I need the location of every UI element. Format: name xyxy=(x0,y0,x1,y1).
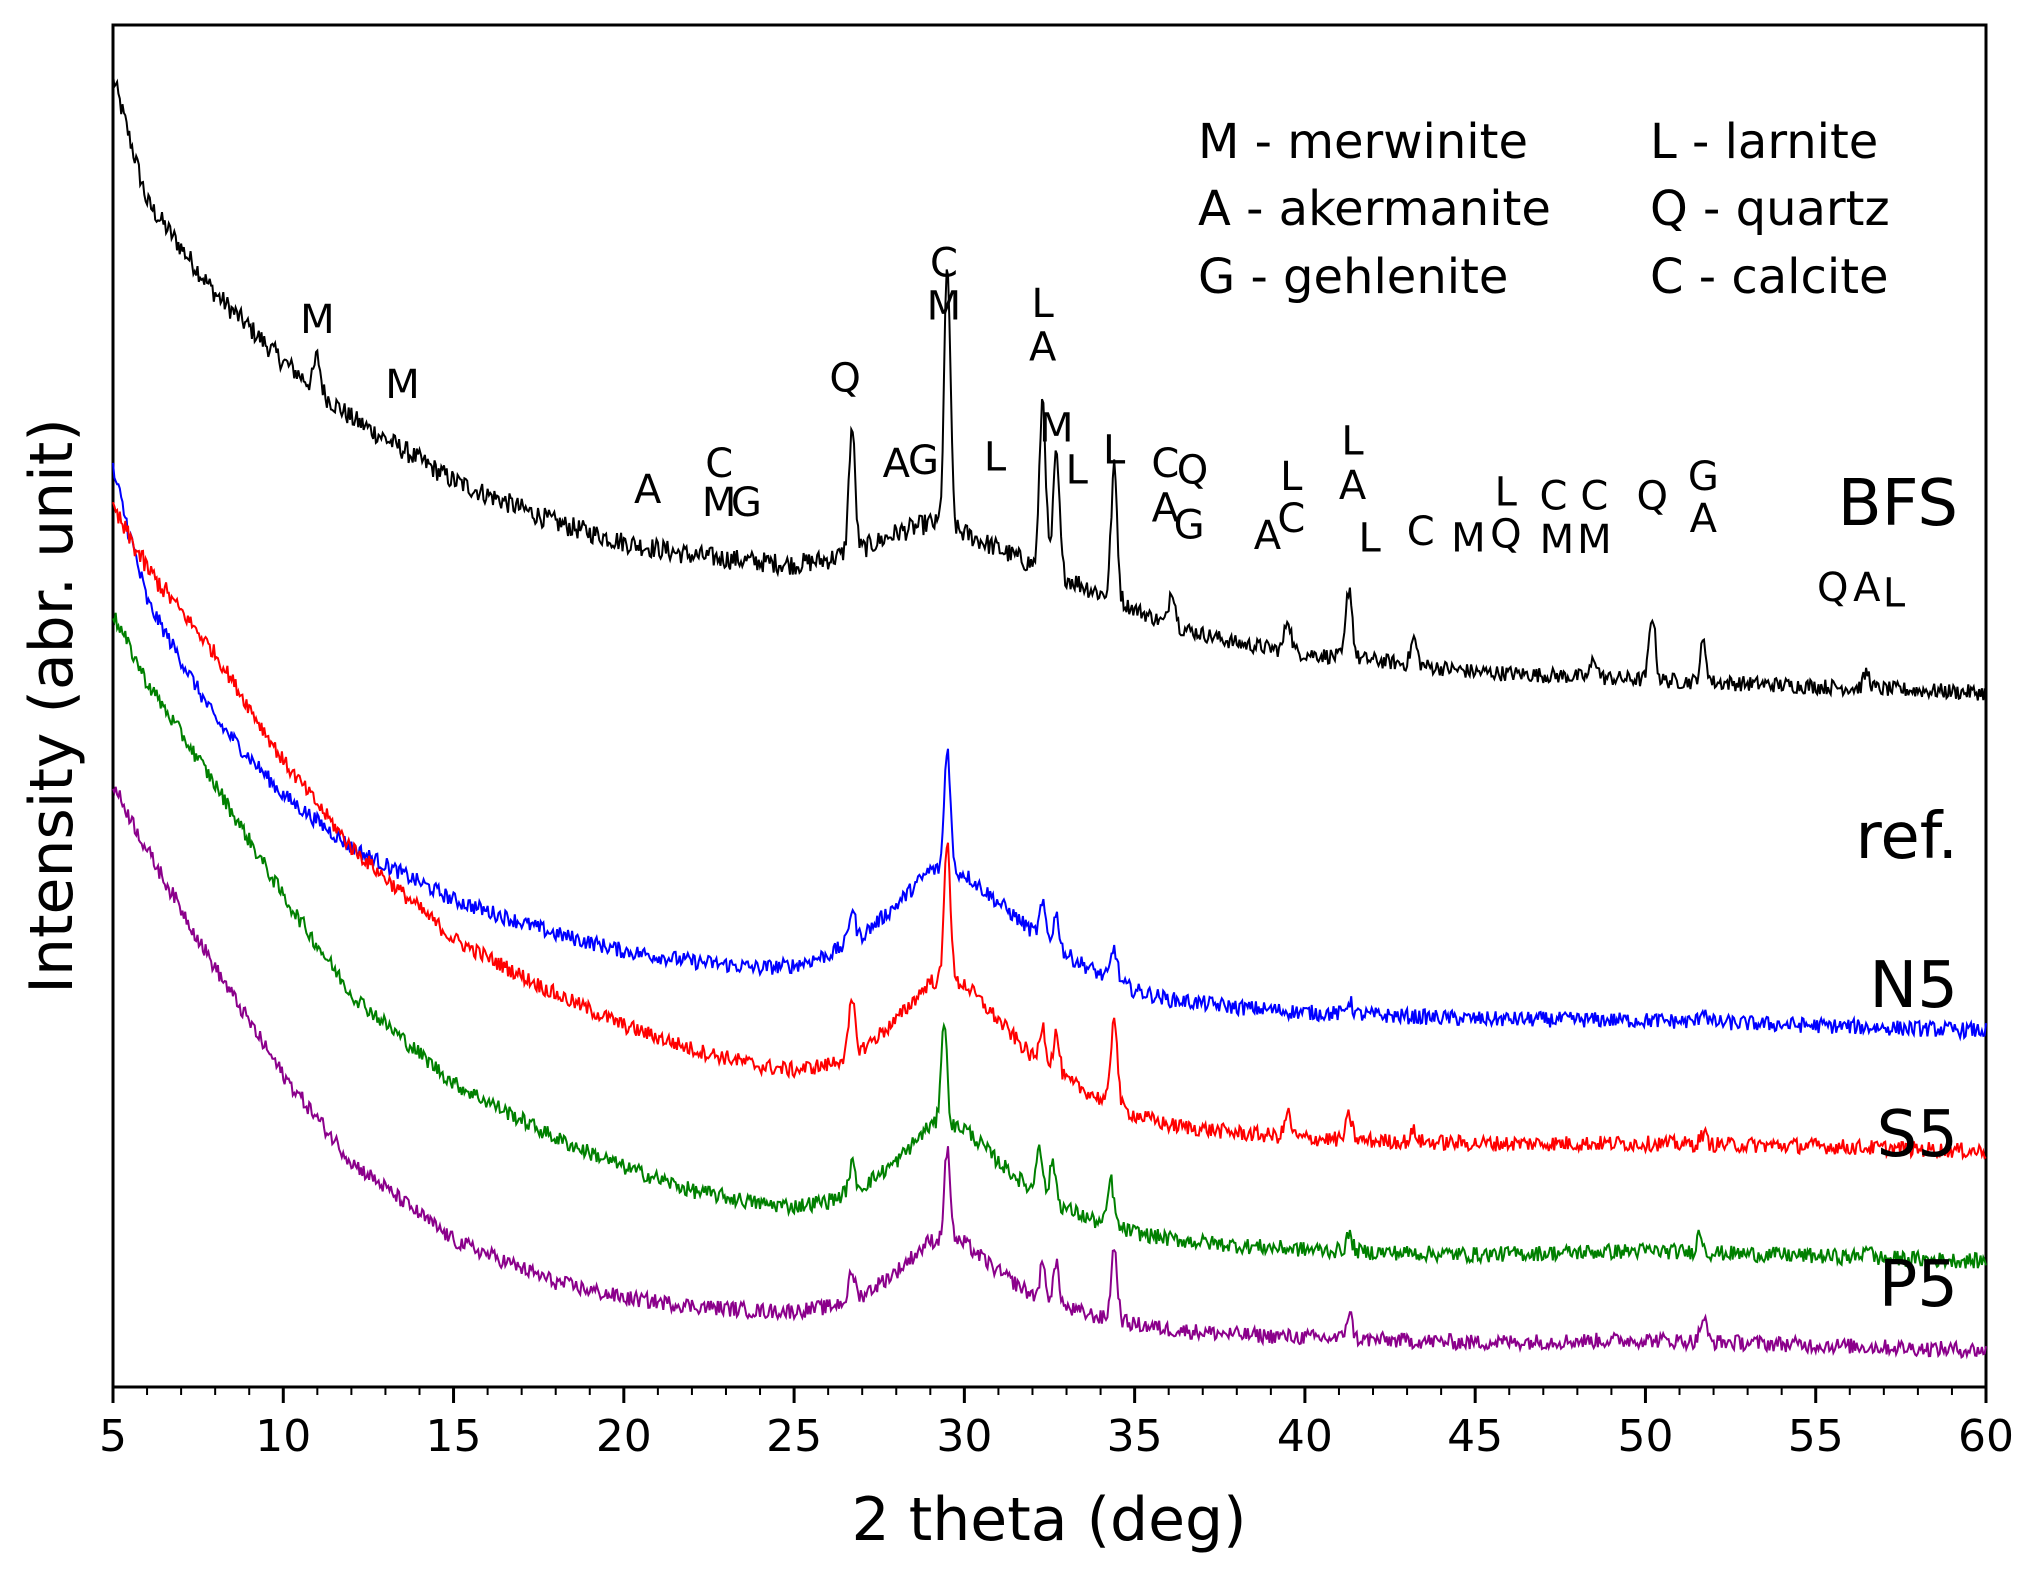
legend-entry-quartz: Q - quartz xyxy=(1650,181,1890,237)
x-tick-label: 30 xyxy=(936,1411,992,1462)
peak-label: A xyxy=(1690,496,1718,542)
peak-label: M xyxy=(702,480,737,526)
x-tick-label: 5 xyxy=(99,1411,127,1462)
peak-label: G xyxy=(1174,502,1205,548)
peak-label: C xyxy=(705,441,733,487)
series-label-s5: S5 xyxy=(1877,1098,1958,1172)
peak-label: M xyxy=(1039,405,1074,451)
peak-label: Q xyxy=(1490,512,1521,558)
x-tick-label: 25 xyxy=(766,1411,822,1462)
peak-label: Q xyxy=(1177,447,1208,493)
peak-label: L xyxy=(1883,570,1906,616)
legend-entry-merwinite: M - merwinite xyxy=(1198,114,1528,170)
x-tick-label: 55 xyxy=(1788,1411,1844,1462)
x-axis-title: 2 theta (deg) xyxy=(852,1485,1247,1555)
peak-label: G xyxy=(908,438,939,484)
x-tick-label: 20 xyxy=(596,1411,652,1462)
series-line-s5 xyxy=(112,612,1987,1271)
peak-label: M xyxy=(300,297,335,343)
series-labels: BFS ref. N5 S5 P5 xyxy=(1838,467,1958,1322)
legend-entry-akermanite: A - akermanite xyxy=(1198,181,1551,237)
x-tick-label: 40 xyxy=(1277,1411,1333,1462)
peak-label: L xyxy=(1358,515,1381,561)
peak-label: L xyxy=(1280,454,1303,500)
series-label-n5: N5 xyxy=(1869,949,1958,1023)
x-tick-label: 35 xyxy=(1107,1411,1163,1462)
y-axis-title: Intensity (abr. unit) xyxy=(17,418,87,993)
peak-label: A xyxy=(1853,565,1881,611)
peak-label: A xyxy=(1029,324,1057,370)
peak-label: Q xyxy=(1637,474,1668,520)
legend-entry-calcite: C - calcite xyxy=(1650,249,1889,305)
x-tick-label: 50 xyxy=(1617,1411,1673,1462)
legend-entry-gehlenite: G - gehlenite xyxy=(1198,249,1508,305)
peak-label: G xyxy=(1688,454,1719,500)
peak-label: A xyxy=(1339,463,1367,509)
peak-label: C xyxy=(1580,474,1608,520)
series-line-ref xyxy=(112,462,1987,1042)
peak-label: M xyxy=(927,284,962,330)
peak-label: M xyxy=(1577,517,1612,563)
series-label-p5: P5 xyxy=(1879,1248,1958,1322)
peak-label: L xyxy=(984,434,1007,480)
peak-label: A xyxy=(1254,513,1282,559)
peak-label: L xyxy=(1495,470,1518,516)
x-tick-label: 15 xyxy=(426,1411,482,1462)
peak-label: C xyxy=(930,240,958,286)
x-tick-label: 45 xyxy=(1447,1411,1503,1462)
peak-label: L xyxy=(1103,428,1126,474)
x-axis: 5 10 15 20 25 30 35 40 45 50 55 60 xyxy=(99,1387,2014,1462)
x-tick-label: 60 xyxy=(1958,1411,2014,1462)
series-line-bfs xyxy=(112,73,1987,701)
peak-label: C xyxy=(1277,496,1305,542)
legend: M - merwinite A - akermanite G - gehleni… xyxy=(1198,114,1890,305)
peak-label: A xyxy=(1152,485,1180,531)
legend-entry-larnite: L - larnite xyxy=(1650,114,1878,170)
peak-label: Q xyxy=(829,356,860,402)
series-label-ref: ref. xyxy=(1856,800,1959,874)
peak-label: L xyxy=(1066,447,1089,493)
peak-label: C xyxy=(1151,441,1179,487)
peak-label: M xyxy=(1451,515,1486,561)
series-line-p5 xyxy=(112,786,1987,1360)
peak-label: A xyxy=(634,467,662,513)
peak-label: A xyxy=(883,441,911,487)
peak-label: C xyxy=(1540,474,1568,520)
peak-label: M xyxy=(385,362,420,408)
peak-label: M xyxy=(1540,517,1575,563)
x-tick-label: 10 xyxy=(255,1411,311,1462)
series-layer xyxy=(112,73,1987,1360)
peak-label: G xyxy=(731,480,762,526)
peak-label: C xyxy=(1407,509,1435,555)
peak-label: L xyxy=(1032,281,1055,327)
peak-label: L xyxy=(1341,419,1364,465)
plot-area xyxy=(111,23,1988,1389)
series-label-bfs: BFS xyxy=(1838,467,1958,541)
peak-label: Q xyxy=(1817,565,1848,611)
series-line-n5 xyxy=(112,501,1987,1161)
